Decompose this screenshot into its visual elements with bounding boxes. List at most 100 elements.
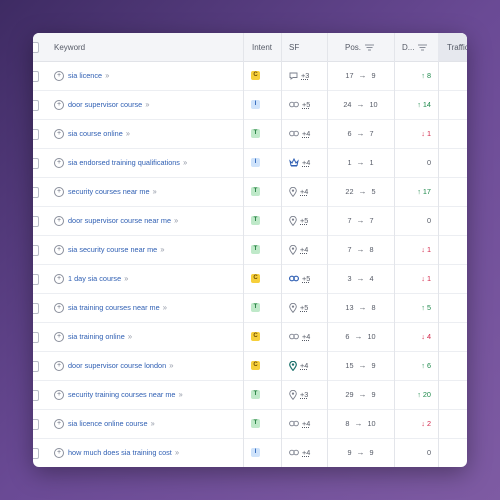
- double-chevron-icon[interactable]: ››: [169, 361, 173, 370]
- add-keyword-icon[interactable]: +: [54, 389, 64, 400]
- intent-column-header[interactable]: Intent: [252, 42, 273, 52]
- pos-column-header[interactable]: Pos.: [345, 33, 375, 61]
- add-keyword-icon[interactable]: +: [54, 128, 64, 139]
- table-row[interactable]: + security courses near me ›› T +4 22 → …: [33, 177, 467, 207]
- sf-column-header[interactable]: SF: [289, 42, 300, 52]
- add-keyword-icon[interactable]: +: [54, 157, 64, 168]
- sort-icon[interactable]: [365, 44, 375, 51]
- double-chevron-icon[interactable]: ››: [162, 303, 167, 312]
- add-keyword-icon[interactable]: +: [54, 331, 64, 342]
- double-chevron-icon[interactable]: ››: [125, 129, 130, 138]
- keyword-link[interactable]: sia training online: [68, 332, 125, 341]
- sf-cell[interactable]: +4: [289, 322, 310, 351]
- sf-count[interactable]: +4: [302, 158, 311, 167]
- row-checkbox[interactable]: [33, 389, 39, 401]
- add-keyword-icon[interactable]: +: [54, 244, 64, 255]
- table-row[interactable]: + sia course online ›› T +4 6 → 7 ↓ 1: [33, 119, 467, 149]
- sf-cell[interactable]: +5: [289, 206, 308, 235]
- sf-count[interactable]: +3: [301, 71, 310, 80]
- double-chevron-icon[interactable]: ››: [160, 245, 164, 254]
- keyword-link[interactable]: sia training courses near me: [68, 303, 160, 312]
- keyword-link[interactable]: door supervisor course london: [68, 361, 167, 370]
- double-chevron-icon[interactable]: ››: [174, 448, 179, 457]
- sf-count[interactable]: +5: [300, 216, 309, 225]
- sf-cell[interactable]: +4: [289, 119, 310, 148]
- table-row[interactable]: + sia training online ›› C +4 6 → 10 ↓ 4: [33, 322, 467, 352]
- row-checkbox[interactable]: [33, 128, 39, 140]
- keyword-link[interactable]: security courses near me: [68, 187, 150, 196]
- table-row[interactable]: + sia endorsed training qualifications ›…: [33, 148, 467, 178]
- sf-count[interactable]: +5: [302, 100, 311, 109]
- sf-count[interactable]: +5: [302, 274, 311, 283]
- add-keyword-icon[interactable]: +: [54, 360, 64, 371]
- keyword-link[interactable]: sia endorsed training qualifications: [68, 158, 180, 167]
- row-checkbox[interactable]: [33, 273, 39, 285]
- row-checkbox[interactable]: [33, 447, 39, 459]
- sf-cell[interactable]: +5: [289, 90, 310, 119]
- row-checkbox[interactable]: [33, 157, 39, 169]
- keyword-link[interactable]: sia licence: [68, 71, 103, 80]
- add-keyword-icon[interactable]: +: [54, 99, 64, 110]
- add-keyword-icon[interactable]: +: [54, 215, 64, 226]
- table-row[interactable]: + sia training courses near me ›› T +5 1…: [33, 293, 467, 323]
- sf-cell[interactable]: +5: [289, 264, 310, 293]
- keyword-link[interactable]: sia licence online course: [68, 419, 148, 428]
- add-keyword-icon[interactable]: +: [54, 447, 64, 458]
- keyword-link[interactable]: sia security course near me: [68, 245, 158, 254]
- add-keyword-icon[interactable]: +: [54, 418, 64, 429]
- sf-count[interactable]: +4: [300, 245, 309, 254]
- table-row[interactable]: + security training courses near me ›› T…: [33, 380, 467, 410]
- traffic-column-header[interactable]: Traffic: [438, 33, 467, 61]
- sf-count[interactable]: +4: [302, 332, 311, 341]
- double-chevron-icon[interactable]: ››: [127, 332, 132, 341]
- keyword-link[interactable]: sia course online: [68, 129, 123, 138]
- double-chevron-icon[interactable]: ››: [150, 419, 155, 428]
- sf-count[interactable]: +3: [300, 390, 309, 399]
- sf-count[interactable]: +4: [302, 448, 311, 457]
- diff-column-header[interactable]: D...: [402, 33, 428, 61]
- row-checkbox[interactable]: [33, 99, 39, 111]
- sf-cell[interactable]: +3: [289, 61, 309, 90]
- table-row[interactable]: + sia security course near me ›› T +4 7 …: [33, 235, 467, 265]
- row-checkbox[interactable]: [33, 302, 39, 314]
- select-all-checkbox[interactable]: [33, 42, 39, 53]
- keyword-link[interactable]: door supervisor course near me: [68, 216, 172, 225]
- double-chevron-icon[interactable]: ››: [124, 274, 128, 283]
- sf-count[interactable]: +5: [300, 303, 309, 312]
- sf-count[interactable]: +4: [302, 419, 311, 428]
- double-chevron-icon[interactable]: ››: [178, 390, 182, 399]
- sf-cell[interactable]: +4: [289, 235, 308, 264]
- sf-cell[interactable]: +4: [289, 438, 310, 467]
- add-keyword-icon[interactable]: +: [54, 273, 64, 284]
- double-chevron-icon[interactable]: ››: [105, 71, 109, 80]
- sf-cell[interactable]: +4: [289, 148, 310, 177]
- add-keyword-icon[interactable]: +: [54, 186, 64, 197]
- table-row[interactable]: + how much does sia training cost ›› I +…: [33, 438, 467, 467]
- double-chevron-icon[interactable]: ››: [152, 187, 157, 196]
- row-checkbox[interactable]: [33, 360, 39, 372]
- sf-count[interactable]: +4: [300, 361, 309, 370]
- double-chevron-icon[interactable]: ››: [145, 100, 149, 109]
- sf-cell[interactable]: +4: [289, 177, 308, 206]
- row-checkbox[interactable]: [33, 215, 39, 227]
- table-row[interactable]: + door supervisor course ›› I +5 24 → 10…: [33, 90, 467, 120]
- keyword-column-header[interactable]: Keyword: [54, 42, 86, 52]
- keyword-link[interactable]: 1 day sia course: [68, 274, 122, 283]
- keyword-link[interactable]: how much does sia training cost: [68, 448, 172, 457]
- table-row[interactable]: + sia licence online course ›› T +4 8 → …: [33, 409, 467, 439]
- double-chevron-icon[interactable]: ››: [174, 216, 178, 225]
- sf-count[interactable]: +4: [300, 187, 309, 196]
- row-checkbox[interactable]: [33, 244, 39, 256]
- row-checkbox[interactable]: [33, 418, 39, 430]
- table-row[interactable]: + door supervisor course near me ›› T +5…: [33, 206, 467, 236]
- sf-cell[interactable]: +4: [289, 409, 310, 438]
- sf-count[interactable]: +4: [302, 129, 311, 138]
- add-keyword-icon[interactable]: +: [54, 70, 64, 81]
- table-row[interactable]: + sia licence ›› C +3 17 → 9 ↑ 8: [33, 61, 467, 91]
- sf-cell[interactable]: +4: [289, 351, 308, 380]
- row-checkbox[interactable]: [33, 331, 39, 343]
- table-row[interactable]: + 1 day sia course ›› C +5 3 → 4 ↓ 1: [33, 264, 467, 294]
- row-checkbox[interactable]: [33, 70, 39, 82]
- sort-icon[interactable]: [418, 44, 428, 51]
- table-row[interactable]: + door supervisor course london ›› C +4 …: [33, 351, 467, 381]
